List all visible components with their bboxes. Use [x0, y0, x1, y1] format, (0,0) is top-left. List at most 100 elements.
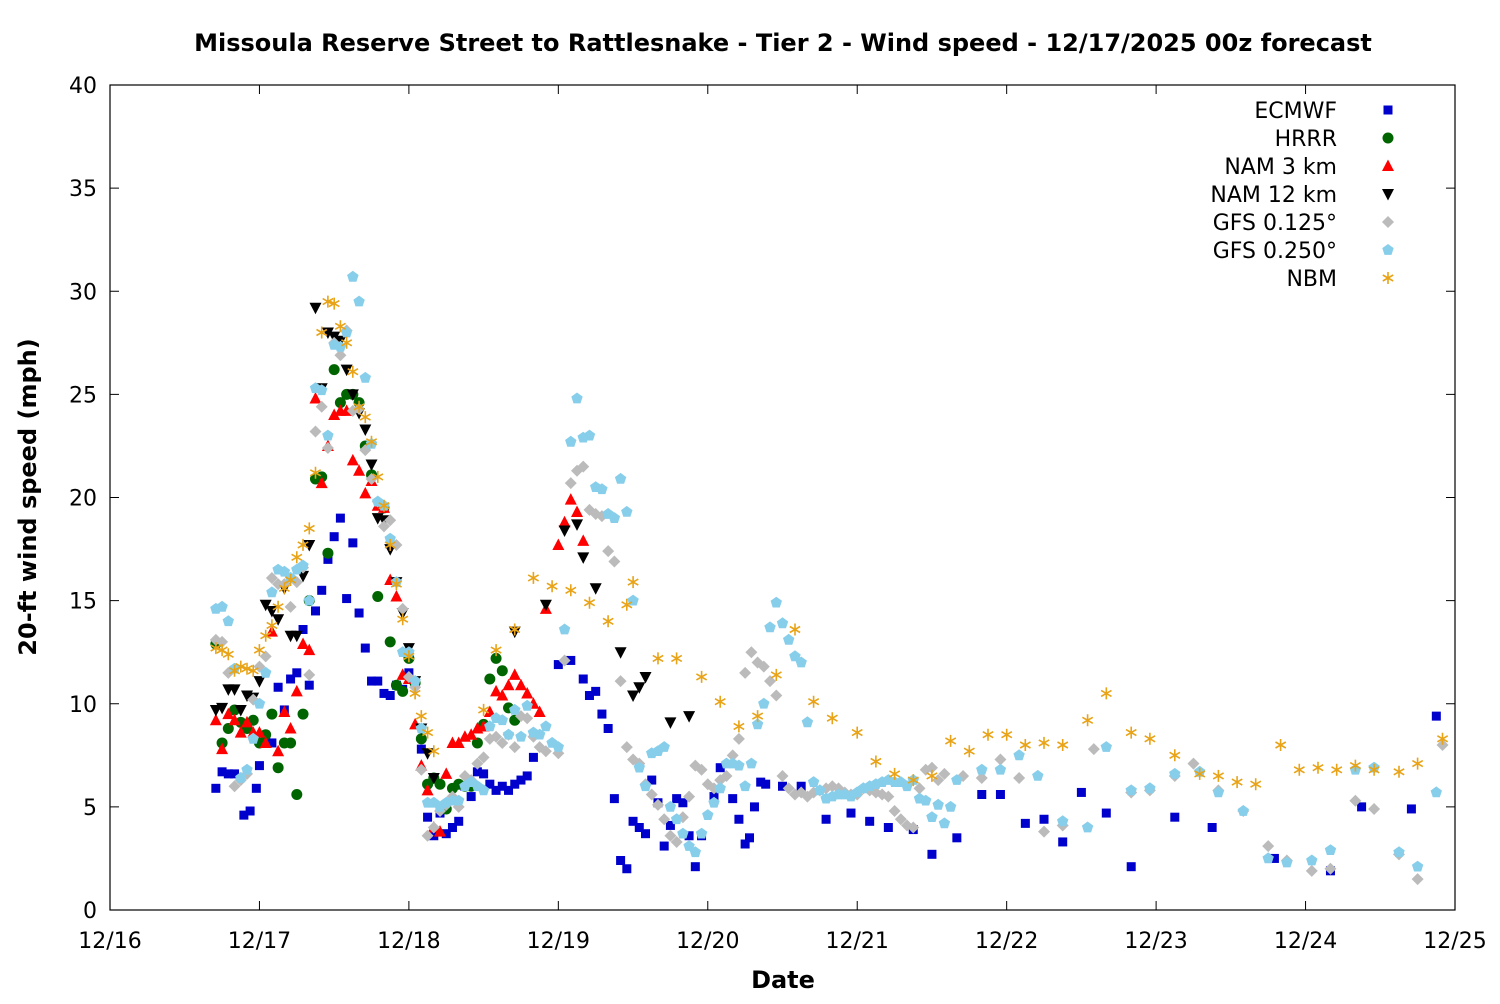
data-point — [479, 769, 488, 778]
data-point — [750, 802, 759, 811]
data-point — [996, 790, 1005, 799]
data-point — [255, 761, 264, 770]
y-axis-label: 20-ft wind speed (mph) — [14, 338, 42, 655]
y-tick-label: 0 — [83, 899, 97, 924]
data-point — [317, 586, 326, 595]
data-point — [329, 364, 340, 375]
data-point — [1127, 862, 1136, 871]
data-point — [846, 809, 855, 818]
data-point — [385, 636, 396, 647]
data-point — [610, 794, 619, 803]
legend-marker — [1384, 106, 1393, 115]
data-point — [322, 548, 333, 559]
data-point — [678, 798, 687, 807]
legend-label: NAM 12 km — [1210, 183, 1337, 208]
data-point — [311, 606, 320, 615]
data-point — [529, 753, 538, 762]
x-tick-label: 12/18 — [377, 929, 440, 954]
data-point — [884, 823, 893, 832]
data-point — [397, 686, 408, 697]
data-point — [728, 794, 737, 803]
x-tick-label: 12/23 — [1124, 929, 1187, 954]
data-point — [273, 762, 284, 773]
x-tick-label: 12/21 — [826, 929, 889, 954]
y-tick-label: 15 — [69, 590, 97, 615]
data-point — [622, 864, 631, 873]
data-point — [641, 829, 650, 838]
legend-label: NAM 3 km — [1224, 155, 1337, 180]
data-point — [691, 862, 700, 871]
data-point — [1102, 809, 1111, 818]
data-point — [336, 514, 345, 523]
data-point — [355, 609, 364, 618]
y-tick-label: 30 — [69, 280, 97, 305]
data-point — [372, 591, 383, 602]
x-tick-label: 12/19 — [527, 929, 590, 954]
data-point — [745, 833, 754, 842]
data-point — [252, 784, 261, 793]
x-axis-label: Date — [751, 966, 815, 994]
data-point — [285, 737, 296, 748]
data-point — [330, 532, 339, 541]
x-tick-label: 12/16 — [78, 929, 141, 954]
y-tick-label: 25 — [69, 383, 97, 408]
x-tick-label: 12/17 — [228, 929, 291, 954]
data-point — [604, 724, 613, 733]
data-point — [266, 709, 277, 720]
y-tick-label: 10 — [69, 693, 97, 718]
data-point — [467, 792, 476, 801]
data-point — [1058, 837, 1067, 846]
legend-label: GFS 0.250° — [1213, 239, 1337, 264]
data-point — [348, 538, 357, 547]
y-tick-label: 5 — [83, 796, 97, 821]
y-tick-label: 40 — [69, 74, 97, 99]
data-point — [373, 677, 382, 686]
y-tick-label: 20 — [69, 487, 97, 512]
data-point — [274, 683, 283, 692]
data-point — [1021, 819, 1030, 828]
data-point — [1040, 815, 1049, 824]
data-point — [305, 681, 314, 690]
data-point — [291, 789, 302, 800]
legend-label: HRRR — [1275, 127, 1337, 152]
data-point — [523, 771, 532, 780]
legend-marker — [1383, 133, 1394, 144]
data-point — [386, 691, 395, 700]
data-point — [660, 842, 669, 851]
data-point — [616, 856, 625, 865]
data-point — [927, 850, 936, 859]
data-point — [292, 668, 301, 677]
data-point — [597, 710, 606, 719]
x-tick-label: 12/22 — [975, 929, 1038, 954]
data-point — [298, 709, 309, 720]
data-point — [734, 815, 743, 824]
data-point — [977, 790, 986, 799]
data-point — [361, 644, 370, 653]
legend-label: GFS 0.125° — [1213, 211, 1337, 236]
data-point — [1208, 823, 1217, 832]
data-point — [761, 780, 770, 789]
data-point — [579, 675, 588, 684]
data-point — [822, 815, 831, 824]
data-point — [1077, 788, 1086, 797]
chart-title: Missoula Reserve Street to Rattlesnake -… — [194, 29, 1372, 57]
data-point — [1170, 813, 1179, 822]
x-tick-label: 12/25 — [1423, 929, 1486, 954]
data-point — [865, 817, 874, 826]
legend-label: NBM — [1286, 267, 1337, 292]
x-tick-label: 12/20 — [676, 929, 739, 954]
data-point — [454, 817, 463, 826]
data-point — [484, 674, 495, 685]
y-tick-label: 35 — [69, 177, 97, 202]
data-point — [211, 784, 220, 793]
data-point — [952, 833, 961, 842]
data-point — [423, 813, 432, 822]
legend-label: ECMWF — [1254, 99, 1337, 124]
data-point — [435, 779, 446, 790]
data-point — [342, 594, 351, 603]
data-point — [591, 687, 600, 696]
data-point — [246, 807, 255, 816]
data-point — [1432, 712, 1441, 721]
